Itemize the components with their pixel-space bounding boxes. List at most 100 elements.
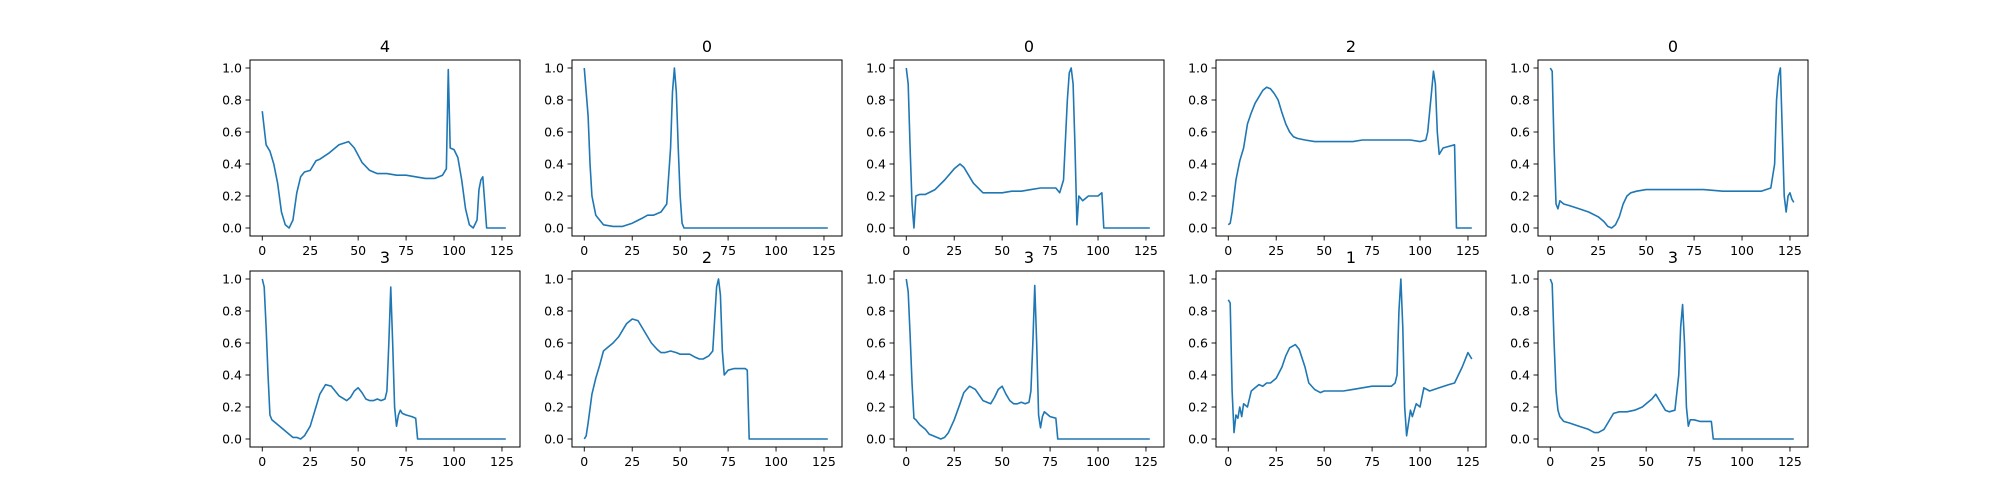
axes-frame bbox=[571, 270, 843, 448]
axes-frame bbox=[249, 59, 521, 237]
y-tick-label: 0.8 bbox=[1510, 93, 1530, 108]
y-tick-label: 0.2 bbox=[222, 400, 242, 415]
y-tick-label: 0.2 bbox=[1188, 400, 1208, 415]
x-tick-label: 100 bbox=[764, 243, 788, 258]
y-tick-label: 0.6 bbox=[222, 125, 242, 140]
x-tick-label: 25 bbox=[302, 243, 318, 258]
subplot-7: 2 0 25 50 75 100 125 0.0 0.2 0.4 0.6 0.8 1.0 bbox=[544, 248, 843, 469]
axes-frame bbox=[1537, 59, 1809, 237]
x-tick-label: 0 bbox=[902, 243, 910, 258]
y-tick-label: 0.0 bbox=[544, 221, 564, 236]
y-tick-label: 0.0 bbox=[1188, 432, 1208, 447]
x-tick-label: 75 bbox=[720, 454, 736, 469]
axes-frame bbox=[1215, 270, 1487, 448]
y-tick-label: 0.8 bbox=[544, 304, 564, 319]
y-tick-label: 0.6 bbox=[1188, 336, 1208, 351]
y-tick-label: 0.4 bbox=[1510, 368, 1530, 383]
y-tick-label: 0.0 bbox=[544, 432, 564, 447]
y-tick-label: 0.8 bbox=[866, 304, 886, 319]
x-tick-label: 75 bbox=[1364, 454, 1380, 469]
axes-frame bbox=[893, 59, 1165, 237]
y-tick-label: 0.0 bbox=[222, 221, 242, 236]
subplot-4: 2 0 25 50 75 100 125 0.0 0.2 0.4 0.6 0.8 1.0 bbox=[1188, 37, 1487, 258]
y-tick-label: 0.6 bbox=[1510, 125, 1530, 140]
x-tick-label: 75 bbox=[1042, 243, 1058, 258]
x-tick-label: 25 bbox=[302, 454, 318, 469]
y-tick-label: 1.0 bbox=[544, 272, 564, 287]
y-tick-label: 1.0 bbox=[1510, 61, 1530, 76]
axes-frame bbox=[893, 270, 1165, 448]
y-tick-label: 0.0 bbox=[1510, 432, 1530, 447]
y-tick-label: 1.0 bbox=[544, 61, 564, 76]
y-tick-label: 0.2 bbox=[544, 189, 564, 204]
y-tick-label: 0.2 bbox=[866, 189, 886, 204]
axes-frame bbox=[571, 59, 843, 237]
series-line bbox=[261, 278, 506, 440]
x-tick-label: 25 bbox=[1590, 243, 1606, 258]
x-tick-label: 0 bbox=[1546, 454, 1554, 469]
subplot-title: 0 bbox=[1668, 37, 1678, 56]
y-tick-label: 0.8 bbox=[1188, 304, 1208, 319]
y-tick-label: 0.6 bbox=[1510, 336, 1530, 351]
x-tick-label: 0 bbox=[258, 243, 266, 258]
x-tick-label: 0 bbox=[580, 243, 588, 258]
subplot-title: 0 bbox=[702, 37, 712, 56]
x-tick-label: 125 bbox=[1456, 454, 1480, 469]
y-tick-label: 1.0 bbox=[1510, 272, 1530, 287]
y-tick-label: 0.0 bbox=[866, 221, 886, 236]
y-tick-label: 0.4 bbox=[866, 368, 886, 383]
series-line bbox=[1227, 70, 1472, 229]
x-tick-label: 125 bbox=[490, 454, 514, 469]
y-tick-label: 0.2 bbox=[1510, 189, 1530, 204]
y-tick-label: 0.8 bbox=[544, 93, 564, 108]
y-tick-label: 1.0 bbox=[866, 61, 886, 76]
x-tick-label: 75 bbox=[1686, 243, 1702, 258]
y-tick-label: 0.4 bbox=[866, 157, 886, 172]
x-tick-label: 0 bbox=[258, 454, 266, 469]
x-tick-label: 0 bbox=[1224, 243, 1232, 258]
series-line bbox=[905, 278, 1150, 440]
x-tick-label: 100 bbox=[764, 454, 788, 469]
y-tick-label: 1.0 bbox=[1188, 61, 1208, 76]
axes-frame bbox=[249, 270, 521, 448]
x-tick-label: 50 bbox=[1638, 243, 1654, 258]
x-tick-label: 50 bbox=[1316, 243, 1332, 258]
y-tick-label: 0.8 bbox=[866, 93, 886, 108]
y-tick-label: 0.4 bbox=[1188, 157, 1208, 172]
y-tick-label: 0.4 bbox=[1510, 157, 1530, 172]
x-tick-label: 75 bbox=[720, 243, 736, 258]
y-tick-label: 0.6 bbox=[1188, 125, 1208, 140]
x-tick-label: 50 bbox=[994, 243, 1010, 258]
series-line bbox=[583, 278, 828, 440]
x-tick-label: 50 bbox=[1638, 454, 1654, 469]
subplot-6: 3 0 25 50 75 100 125 0.0 0.2 0.4 0.6 0.8 1.0 bbox=[222, 248, 521, 469]
subplot-9: 1 0 25 50 75 100 125 0.0 0.2 0.4 0.6 0.8 1.0 bbox=[1188, 248, 1487, 469]
x-tick-label: 50 bbox=[994, 454, 1010, 469]
x-tick-label: 125 bbox=[1778, 243, 1802, 258]
series-line bbox=[1227, 278, 1473, 437]
y-tick-label: 0.0 bbox=[222, 432, 242, 447]
y-tick-label: 0.4 bbox=[1188, 368, 1208, 383]
series-line bbox=[583, 67, 828, 229]
y-tick-label: 1.0 bbox=[222, 272, 242, 287]
series-line bbox=[905, 67, 1150, 229]
x-tick-label: 50 bbox=[672, 454, 688, 469]
y-tick-label: 0.2 bbox=[1188, 189, 1208, 204]
x-tick-label: 125 bbox=[1778, 454, 1802, 469]
subplot-title: 4 bbox=[380, 37, 390, 56]
subplot-title: 2 bbox=[1346, 37, 1356, 56]
y-tick-label: 0.8 bbox=[1188, 93, 1208, 108]
y-tick-label: 0.0 bbox=[866, 432, 886, 447]
y-tick-label: 0.6 bbox=[222, 336, 242, 351]
x-tick-label: 25 bbox=[1268, 454, 1284, 469]
x-tick-label: 100 bbox=[442, 243, 466, 258]
x-tick-label: 50 bbox=[350, 243, 366, 258]
subplot-10: 3 0 25 50 75 100 125 0.0 0.2 0.4 0.6 0.8 1.0 bbox=[1510, 248, 1809, 469]
y-tick-label: 0.8 bbox=[222, 304, 242, 319]
subplot-title: 2 bbox=[702, 248, 712, 267]
x-tick-label: 75 bbox=[1686, 454, 1702, 469]
subplot-5: 0 0 25 50 75 100 125 0.0 0.2 0.4 0.6 0.8 1.0 bbox=[1510, 37, 1809, 258]
series-line bbox=[1549, 67, 1795, 229]
y-tick-label: 1.0 bbox=[1188, 272, 1208, 287]
x-tick-label: 25 bbox=[946, 243, 962, 258]
